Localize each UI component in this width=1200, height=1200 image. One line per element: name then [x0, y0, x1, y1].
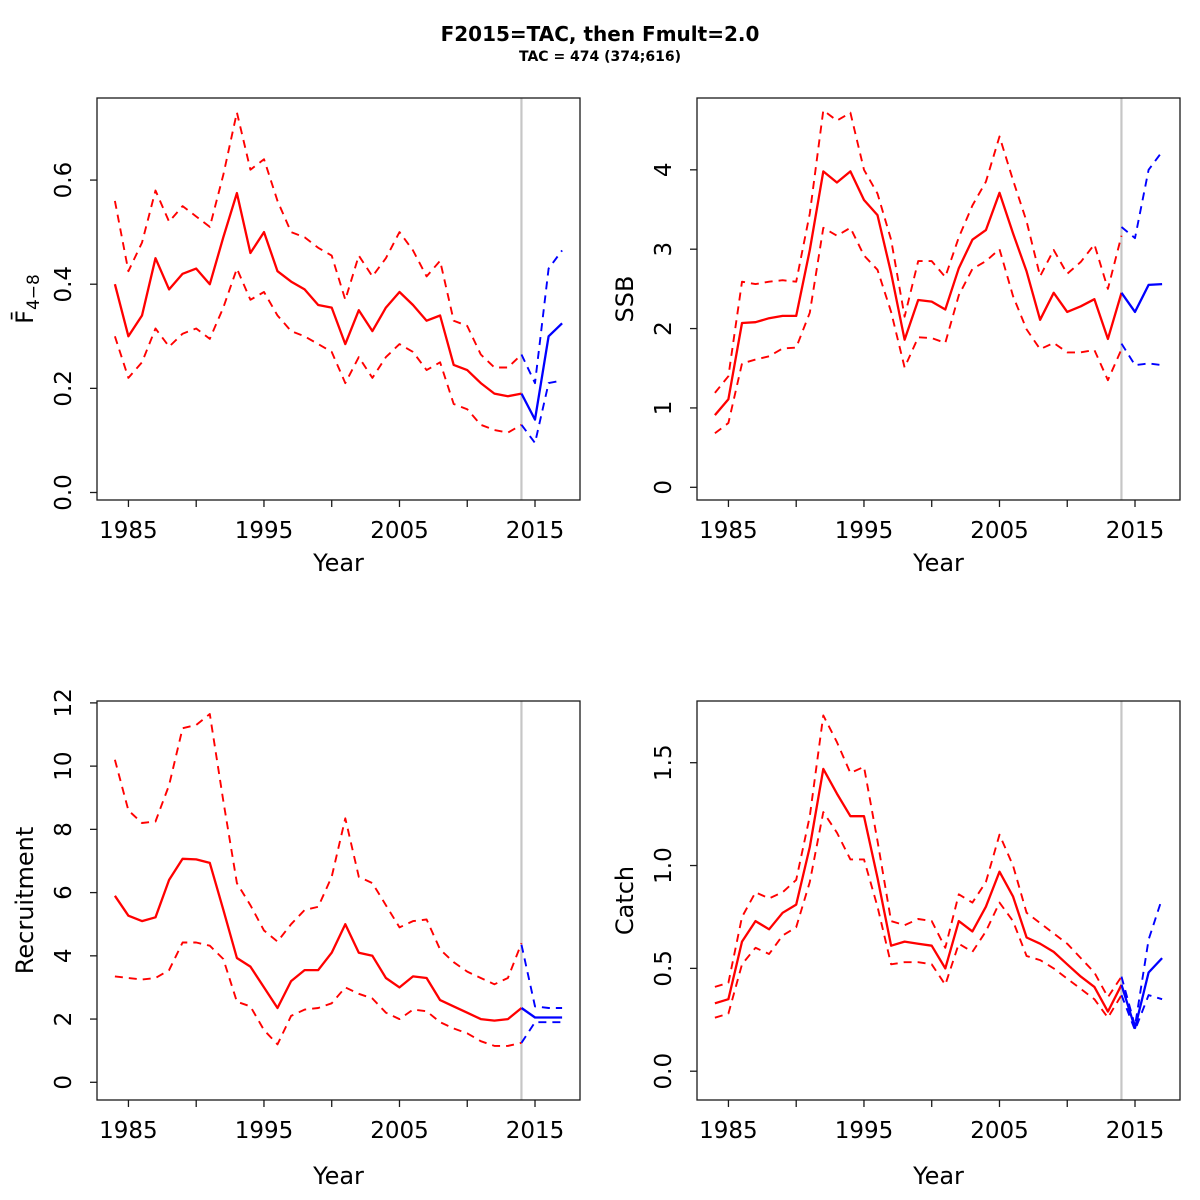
y-tick-label: 0.0 — [51, 474, 77, 511]
y-axis-title: Catch — [611, 866, 639, 935]
y-tick-label: 12 — [51, 688, 77, 717]
y-tick-label: 10 — [51, 751, 77, 780]
median-projection-line — [1120, 957, 1163, 1030]
upper-projection-line — [520, 944, 563, 1009]
median-historic-line — [113, 191, 522, 398]
lower-projection-line — [520, 379, 563, 444]
y-tick-label: 1.0 — [651, 847, 677, 884]
median-projection-line — [520, 322, 563, 421]
plot-box — [96, 700, 581, 1101]
x-tick-label: 2005 — [370, 518, 429, 544]
plot-box — [96, 97, 581, 501]
upper-historic-line — [714, 714, 1123, 999]
lower-projection-line — [520, 1021, 563, 1044]
y-tick-label: 6 — [51, 885, 77, 900]
upper-projection-line — [520, 249, 563, 385]
plot-box — [696, 97, 1181, 501]
y-tick-label: 0.6 — [51, 162, 77, 199]
y-tick-label: 0.4 — [51, 266, 77, 303]
upper-projection-line — [1120, 151, 1163, 240]
lower-historic-line — [714, 226, 1123, 435]
lower-historic-line — [714, 811, 1123, 1019]
x-tick-label: 2005 — [970, 1118, 1029, 1144]
chart-f-bar-4-8: 1985 1995 2005 2015 0.0 0.2 0.4 0.6 Year F̄4−8 — [10, 97, 581, 577]
panel-f-bar-4-8: 1985 1995 2005 2015 0.0 0.2 0.4 0.6 Year F̄4−8 — [0, 0, 600, 600]
chart-catch: 1985 1995 2005 2015 0.0 0.5 1.0 1.5 Year Catch — [611, 700, 1181, 1190]
x-tick-label: 2005 — [970, 518, 1029, 544]
x-tick-label: 1985 — [699, 518, 758, 544]
plot-box — [696, 700, 1181, 1101]
median-projection-line — [520, 1007, 563, 1019]
x-tick-label: 1985 — [99, 1118, 158, 1144]
y-tick-label: 8 — [51, 822, 77, 837]
y-tick-label: 0 — [651, 480, 677, 495]
x-tick-label: 1995 — [235, 1118, 294, 1144]
x-axis-title: Year — [912, 549, 964, 577]
figure-title: F2015=TAC, then Fmult=2.0 — [440, 22, 760, 46]
y-tick-label: 1.5 — [651, 744, 677, 781]
y-tick-label: 4 — [51, 949, 77, 964]
upper-projection-line — [1120, 898, 1164, 1027]
y-tick-label: 2 — [51, 1012, 77, 1027]
median-historic-line — [714, 170, 1123, 416]
x-tick-label: 1995 — [835, 1118, 894, 1144]
x-tick-label: 2015 — [506, 518, 565, 544]
median-historic-line — [714, 767, 1123, 1013]
y-tick-label: 1 — [651, 401, 677, 416]
upper-historic-line — [113, 111, 523, 369]
x-tick-label: 2015 — [1106, 518, 1165, 544]
x-tick-label: 1985 — [99, 518, 158, 544]
y-tick-label: 3 — [651, 242, 677, 257]
y-tick-label: 2 — [651, 321, 677, 336]
x-axis-title: Year — [312, 1162, 364, 1190]
x-tick-label: 1995 — [835, 518, 894, 544]
upper-historic-line — [113, 713, 523, 986]
x-tick-label: 2015 — [506, 1118, 565, 1144]
x-axis-title: Year — [912, 1162, 964, 1190]
x-axis-title: Year — [312, 549, 364, 577]
y-tick-label: 0.2 — [51, 370, 77, 407]
y-axis-title: F̄4−8 — [10, 274, 44, 324]
y-axis-title: SSB — [611, 276, 639, 323]
upper-historic-line — [714, 109, 1123, 394]
lower-projection-line — [1120, 343, 1163, 367]
figure-subtitle: TAC = 474 (374;616) — [519, 49, 681, 65]
panel-recruitment: 1985 1995 2005 2015 0 2 4 6 8 10 12 Year Recruitment — [0, 600, 600, 1200]
median-projection-line — [1120, 282, 1163, 314]
x-tick-label: 1985 — [699, 1118, 758, 1144]
lower-historic-line — [113, 267, 522, 434]
panel-ssb: 1985 1995 2005 2015 0 1 2 3 4 Year SSB — [600, 0, 1200, 600]
y-tick-label: 0.5 — [651, 950, 677, 987]
y-tick-label: 0.0 — [651, 1053, 677, 1090]
chart-recruitment: 1985 1995 2005 2015 0 2 4 6 8 10 12 Year Recruitment — [11, 688, 581, 1190]
chart-ssb: 1985 1995 2005 2015 0 1 2 3 4 Year SSB — [611, 97, 1181, 577]
x-tick-label: 2005 — [370, 1118, 429, 1144]
median-historic-line — [113, 857, 523, 1022]
y-axis-title: Recruitment — [11, 827, 39, 974]
lower-historic-line — [114, 941, 522, 1047]
x-tick-label: 1995 — [235, 518, 294, 544]
lower-projection-line — [1120, 994, 1163, 1032]
y-tick-label: 0 — [51, 1075, 77, 1090]
x-tick-label: 2015 — [1106, 1118, 1165, 1144]
panel-catch: 1985 1995 2005 2015 0.0 0.5 1.0 1.5 Year Catch — [600, 600, 1200, 1200]
y-tick-label: 4 — [651, 163, 677, 178]
